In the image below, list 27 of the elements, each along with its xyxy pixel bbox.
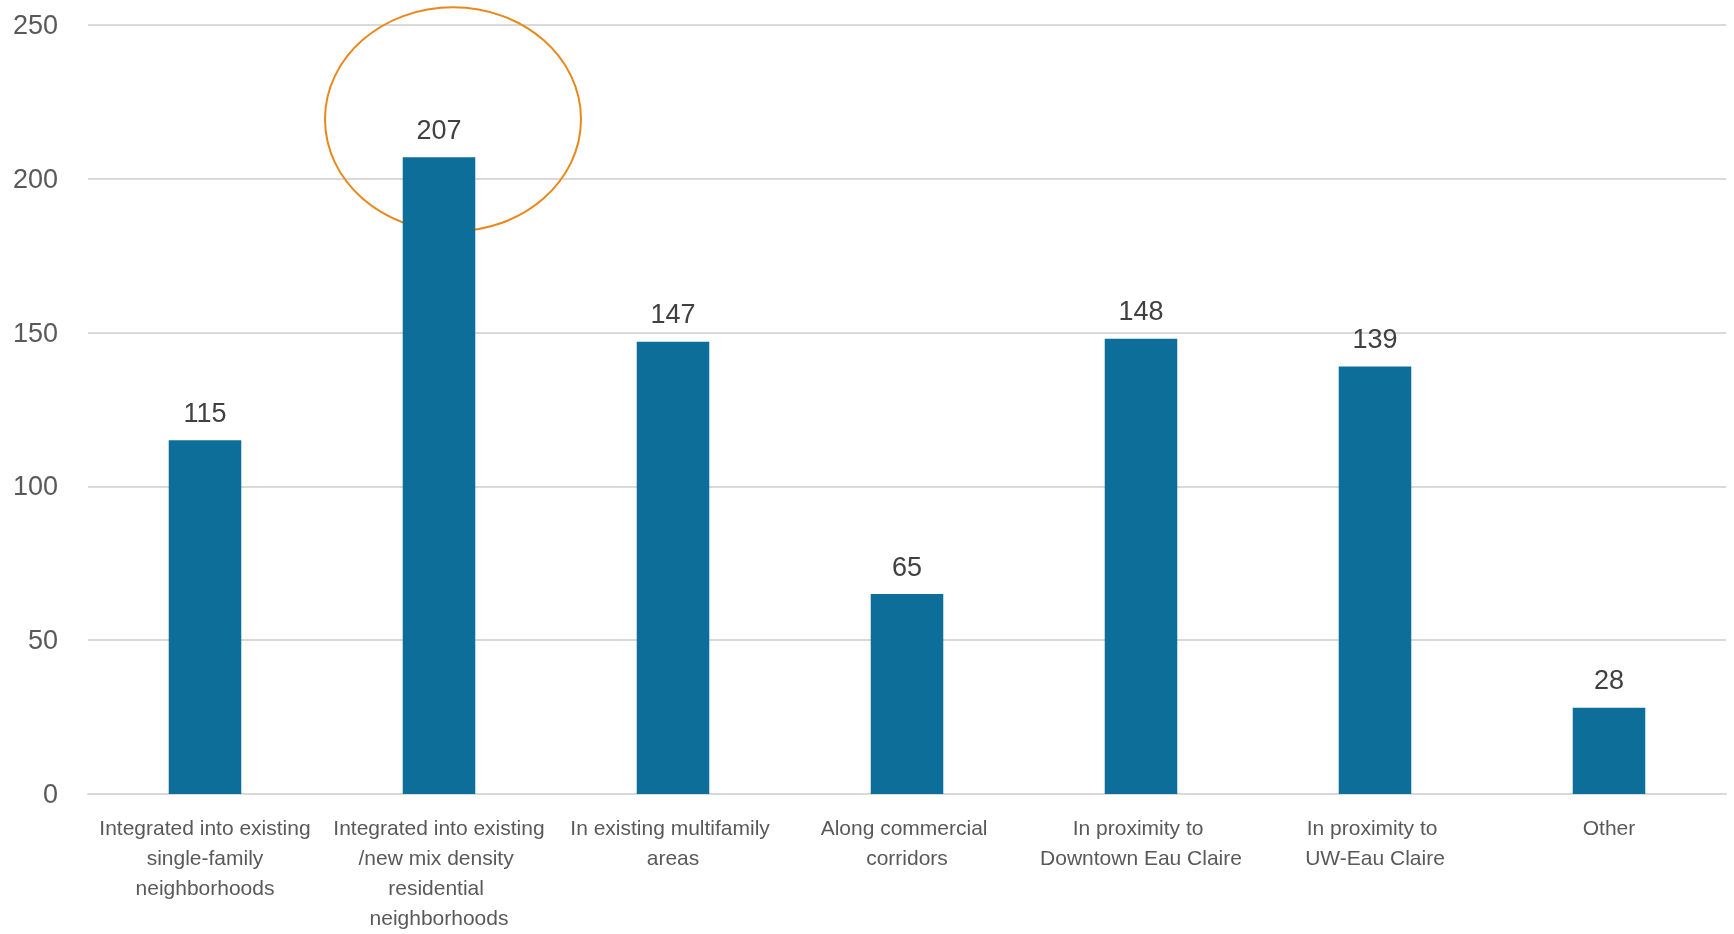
data-label: 147 [650,299,696,330]
y-tick-label: 200 [12,163,58,194]
data-label: 207 [416,114,462,145]
data-label: 28 [1593,665,1625,696]
data-label: 65 [891,551,923,582]
x-tick-label: In existing multifamily areas [570,815,776,869]
data-label: 139 [1352,323,1398,354]
y-tick-label: 100 [12,471,58,502]
y-tick-label: 0 [42,779,58,809]
data-label: 115 [183,397,227,428]
x-tick-label: Along commercial corridors [820,815,994,869]
bar [1338,366,1412,794]
x-tick-label: In proximity to UW-Eau Claire [1305,815,1445,869]
x-tick-label: Integrated into existing single-family neighborhoods [99,815,311,899]
y-tick-label: 50 [27,625,58,656]
data-label: 148 [1118,296,1164,327]
bar [636,341,710,794]
y-tick-label: 250 [12,10,58,40]
bar [1572,707,1646,794]
y-tick-label: 150 [12,317,58,348]
x-tick-label: In proximity to Downtown Eau Claire [1040,815,1242,869]
bar [1104,338,1178,794]
x-tick-label: Other [1582,815,1636,839]
bar [168,440,242,794]
x-tick-label: Integrated into existing/new mix density residential neighborhoods [333,815,545,929]
bar [402,157,476,794]
bar [870,594,944,794]
